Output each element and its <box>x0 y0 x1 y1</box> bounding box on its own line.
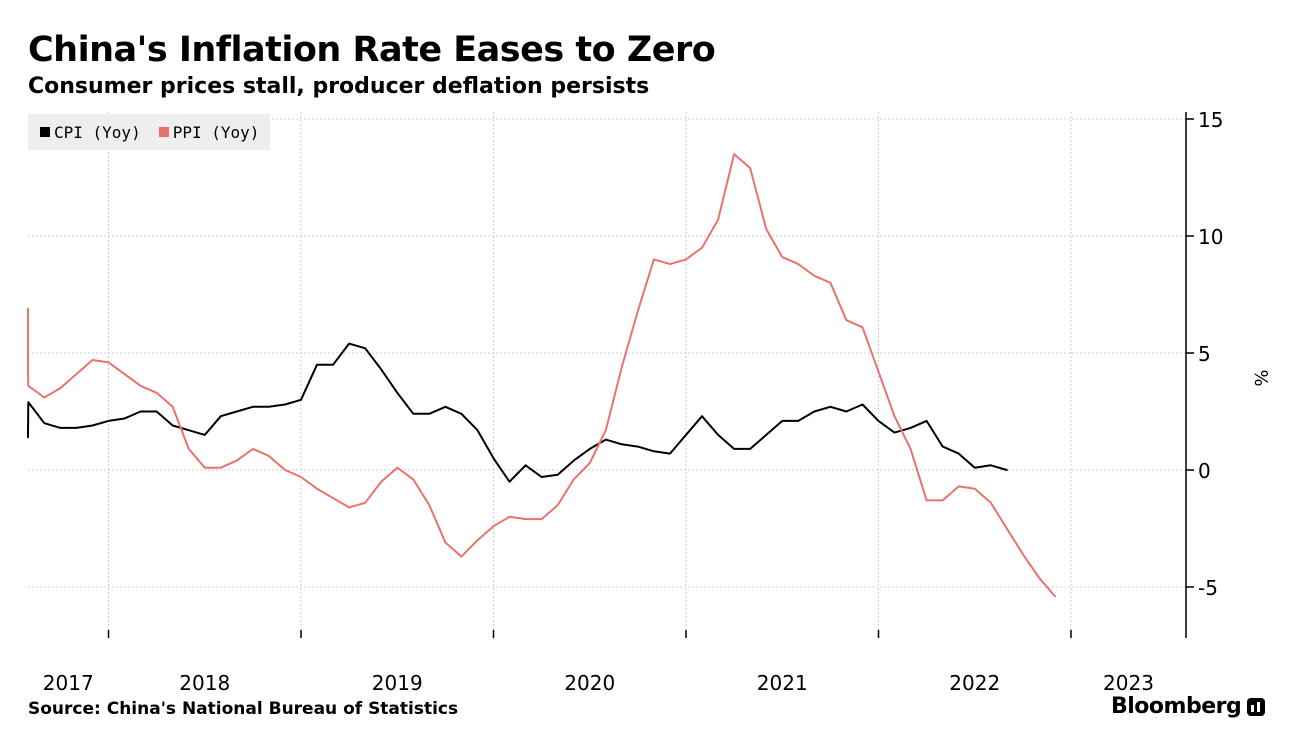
x-tick-label: 2018 <box>179 671 230 695</box>
source-note: Source: China's National Bureau of Stati… <box>28 699 459 719</box>
legend-label-cpi: CPI (Yoy) <box>54 122 141 142</box>
series-line-ppi <box>27 153 1056 598</box>
y-tick-label: 5 <box>1198 342 1211 366</box>
chart-legend: CPI (Yoy) PPI (Yoy) <box>28 114 270 150</box>
legend-label-ppi: PPI (Yoy) <box>172 122 260 142</box>
y-axis-label: % <box>1250 369 1271 386</box>
legend-swatch-ppi <box>158 127 169 137</box>
x-tick-label: 2017 <box>43 671 94 695</box>
x-axis: 2017 2018 2019 2020 2021 2022 2023 <box>43 671 1154 695</box>
legend-item-ppi: PPI (Yoy) <box>158 122 260 142</box>
y-tick-label: 0 <box>1198 459 1211 483</box>
x-tick-label: 2020 <box>564 671 615 695</box>
x-tick-label: 2022 <box>949 671 1000 695</box>
chart-series <box>27 153 1056 598</box>
y-tick-label: -5 <box>1198 576 1218 600</box>
y-axis: -5 0 5 10 15% <box>107 108 1271 638</box>
chart-title: China's Inflation Rate Eases to Zero <box>28 30 716 70</box>
x-tick-label: 2023 <box>1103 671 1154 695</box>
y-tick-label: 10 <box>1198 225 1223 249</box>
chart-grid <box>28 112 1186 638</box>
x-tick-label: 2019 <box>372 671 423 695</box>
brand-name: Bloomberg <box>1111 694 1242 719</box>
legend-item-cpi: CPI (Yoy) <box>40 123 141 142</box>
y-tick-label: 15 <box>1198 108 1223 132</box>
chart-subtitle: Consumer prices stall, producer deflatio… <box>28 74 650 99</box>
legend-swatch-cpi <box>40 127 50 137</box>
bloomberg-logo: Bloomberg <box>1111 694 1266 719</box>
bloomberg-chart-icon <box>1247 697 1266 716</box>
x-tick-label: 2021 <box>757 671 808 695</box>
series-line-cpi <box>27 342 1008 483</box>
